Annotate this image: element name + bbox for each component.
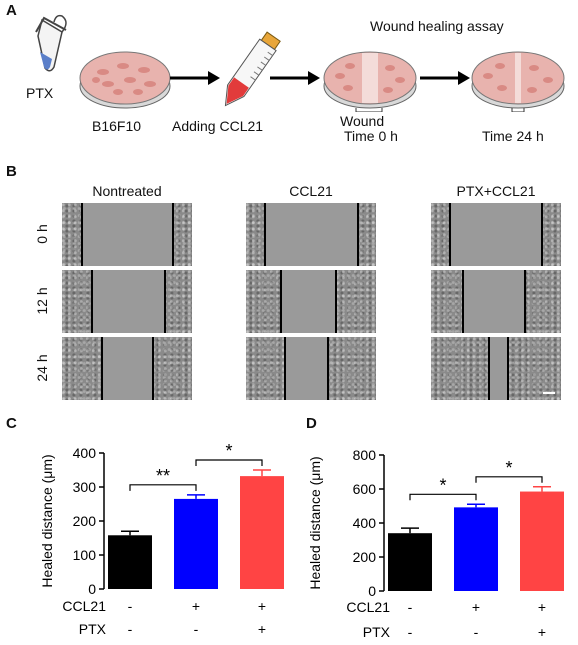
bar-chart-d: 0 200 400 600 800 Healed distance (μm) * * CCL21… [307,447,564,640]
bar [520,491,564,591]
micrograph-nontreated-12h [62,270,192,333]
row-label-12h: 12 h [34,287,50,315]
adding-ccl21-label: Adding CCL21 [172,118,264,134]
condition-value: + [258,621,266,637]
significance-bracket [409,493,477,501]
bar [240,476,284,589]
y-tick-label: 600 [353,481,377,497]
condition-value: - [128,598,133,614]
condition-row-label: PTX [79,621,107,637]
row-label-0h: 0 h [34,224,50,244]
condition-value: - [194,621,199,637]
micrograph-ptx-ccl21-12h [431,270,561,333]
panel-c-label: C [6,415,17,432]
significance-mark: * [225,441,232,461]
y-tick-label: 400 [353,515,377,531]
significance-mark: * [505,458,512,478]
scale-bar [543,392,555,394]
y-tick-label: 100 [73,547,97,563]
condition-value: - [408,599,413,615]
bar [108,535,152,589]
micrograph-ptx-ccl21-24h [431,337,561,400]
time-24-label: Time 24 h [482,128,544,144]
micrograph-ccl21-0h [246,203,376,266]
micrograph-nontreated-0h [62,203,192,266]
time-0-label: Time 0 h [344,128,398,144]
panel-b-label: B [6,163,17,180]
condition-row-label: CCL21 [62,598,106,614]
panel-d-label: D [306,415,317,432]
condition-value: + [472,599,480,615]
conical-tube-icon [224,31,281,107]
column-header-ptx-ccl21: PTX+CCL21 [456,183,536,199]
ptx-label: PTX [26,85,54,101]
bar [454,507,498,591]
condition-value: + [192,598,200,614]
arrow-right-icon [270,71,320,85]
y-tick-label: 400 [73,445,97,461]
condition-row-label: CCL21 [346,599,390,615]
micrograph-nontreated-24h [62,337,192,400]
condition-value: + [538,624,546,640]
assay-title: Wound healing assay [370,18,504,34]
condition-row-label: PTX [363,624,391,640]
microtube-icon [35,14,67,72]
arrow-right-icon [420,71,470,85]
y-tick-label: 800 [353,447,377,463]
y-tick-label: 200 [353,549,377,565]
bar [174,498,218,589]
micrograph-ccl21-24h [246,337,376,400]
column-header-ccl21: CCL21 [289,183,333,199]
condition-value: - [408,624,413,640]
significance-mark: * [439,475,446,495]
y-axis-label: Healed distance (μm) [307,456,323,589]
bar [388,533,432,591]
healed-dish-icon [471,51,565,112]
condition-value: - [474,624,479,640]
significance-bracket [129,484,197,491]
condition-value: + [258,598,266,614]
micrograph-ccl21-12h [246,270,376,333]
wound-label: Wound [340,113,385,129]
petri-dish-icon [79,51,171,109]
condition-value: - [128,621,133,637]
wound-dish-icon [323,51,417,112]
y-tick-label: 300 [73,479,97,495]
y-axis-label: Healed distance (μm) [39,454,55,587]
b16f10-label: B16F10 [92,118,142,134]
condition-value: + [538,599,546,615]
y-tick-label: 200 [73,513,97,529]
significance-mark: ** [156,466,170,486]
micrograph-ptx-ccl21-0h [431,203,561,266]
arrow-right-icon [170,71,220,85]
significance-bracket [475,476,543,483]
row-label-24h: 24 h [34,354,50,382]
significance-bracket [195,459,263,466]
panel-a-label: A [6,2,17,19]
column-header-nontreated: Nontreated [92,183,162,199]
y-tick-label: 0 [368,583,376,599]
y-tick-label: 0 [88,581,96,597]
